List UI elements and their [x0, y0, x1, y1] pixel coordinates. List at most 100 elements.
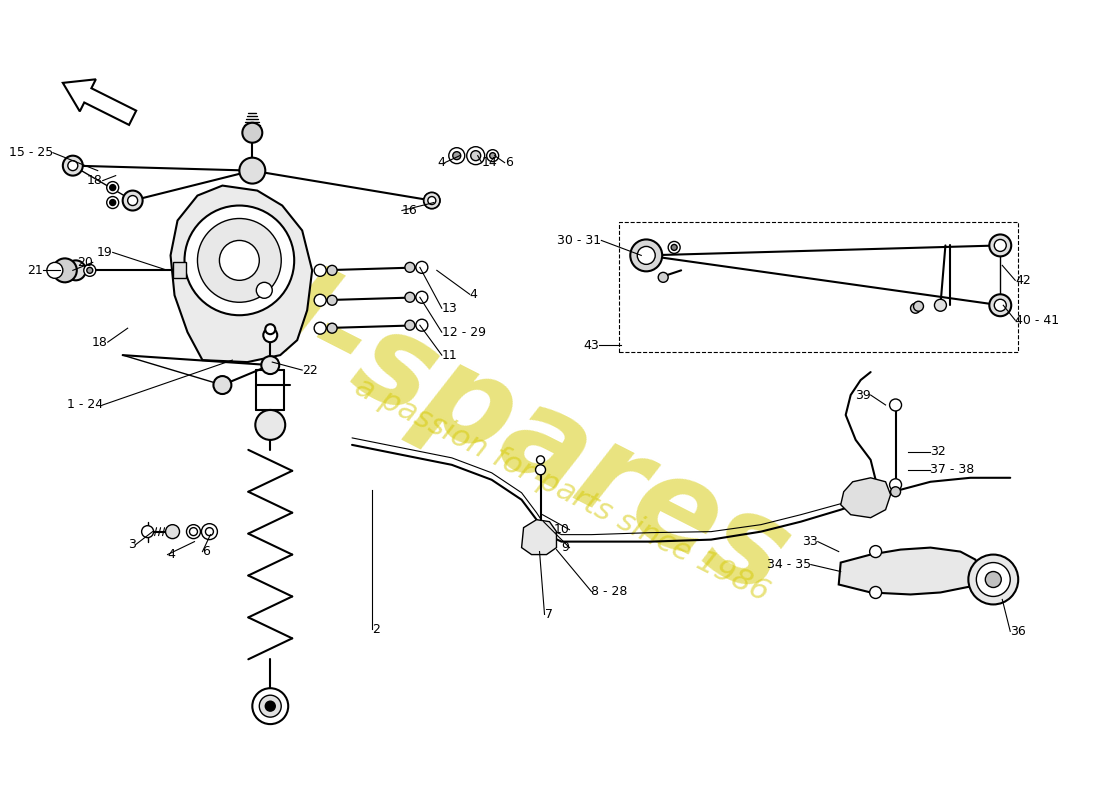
Circle shape [260, 695, 282, 717]
Circle shape [449, 148, 464, 164]
Circle shape [405, 320, 415, 330]
Circle shape [266, 361, 274, 369]
Circle shape [107, 197, 119, 209]
Polygon shape [840, 478, 891, 518]
Text: 39: 39 [855, 389, 870, 402]
Circle shape [989, 294, 1011, 316]
Polygon shape [521, 520, 557, 554]
Circle shape [986, 571, 1001, 587]
Circle shape [490, 153, 496, 158]
Text: 36: 36 [1010, 625, 1026, 638]
Text: 40 - 41: 40 - 41 [1015, 314, 1059, 326]
Circle shape [537, 456, 544, 464]
Circle shape [262, 357, 278, 373]
Text: 4: 4 [167, 548, 175, 561]
Text: 15 - 25: 15 - 25 [9, 146, 53, 159]
Circle shape [68, 161, 78, 170]
Circle shape [671, 245, 678, 250]
Circle shape [913, 302, 924, 311]
Circle shape [189, 528, 198, 536]
Circle shape [219, 241, 260, 280]
Text: 4: 4 [437, 156, 444, 169]
Text: 7: 7 [544, 608, 552, 621]
Circle shape [84, 264, 96, 276]
Circle shape [327, 295, 337, 306]
Circle shape [107, 182, 119, 194]
Circle shape [256, 282, 273, 298]
Circle shape [327, 266, 337, 275]
Circle shape [63, 156, 82, 176]
Text: 30 - 31: 30 - 31 [558, 234, 602, 247]
Text: 9: 9 [562, 541, 570, 554]
Text: 18: 18 [91, 336, 108, 349]
Text: 12 - 29: 12 - 29 [442, 326, 486, 338]
Text: 32: 32 [931, 446, 946, 458]
Text: 1 - 24: 1 - 24 [67, 398, 102, 411]
Circle shape [187, 525, 200, 538]
Polygon shape [173, 262, 186, 278]
Circle shape [66, 260, 86, 280]
Circle shape [453, 152, 461, 160]
Circle shape [315, 264, 326, 276]
Text: el-spares: el-spares [175, 219, 808, 621]
Circle shape [255, 410, 285, 440]
Circle shape [110, 199, 115, 206]
Circle shape [891, 486, 901, 497]
Text: 42: 42 [1015, 274, 1031, 287]
Circle shape [405, 292, 415, 302]
Text: 2: 2 [372, 623, 379, 636]
Circle shape [486, 150, 498, 162]
Circle shape [428, 197, 436, 205]
Circle shape [213, 376, 231, 394]
Circle shape [890, 399, 902, 411]
Text: 14: 14 [482, 156, 497, 169]
Text: 13: 13 [442, 302, 458, 314]
Text: 22: 22 [302, 363, 318, 377]
Circle shape [977, 562, 1010, 597]
Text: 43: 43 [584, 338, 600, 352]
Circle shape [870, 546, 881, 558]
Polygon shape [838, 547, 980, 594]
Circle shape [968, 554, 1019, 605]
Circle shape [870, 586, 881, 598]
Text: 34 - 35: 34 - 35 [767, 558, 811, 571]
Circle shape [240, 158, 265, 183]
Circle shape [315, 294, 326, 306]
Text: 33: 33 [802, 535, 817, 548]
Circle shape [263, 328, 277, 342]
Circle shape [315, 322, 326, 334]
Circle shape [166, 525, 179, 538]
Circle shape [252, 688, 288, 724]
Circle shape [416, 319, 428, 331]
Circle shape [87, 267, 92, 274]
Circle shape [989, 234, 1011, 256]
Circle shape [658, 272, 668, 282]
Circle shape [185, 206, 294, 315]
Circle shape [198, 218, 282, 302]
Circle shape [201, 524, 218, 540]
Text: 3: 3 [128, 538, 135, 551]
Circle shape [637, 246, 656, 264]
Circle shape [123, 190, 143, 210]
Circle shape [405, 262, 415, 272]
Circle shape [53, 258, 77, 282]
Circle shape [128, 195, 138, 206]
Circle shape [668, 242, 680, 254]
Circle shape [471, 150, 481, 161]
Polygon shape [63, 79, 136, 125]
Circle shape [935, 299, 946, 311]
Text: 19: 19 [97, 246, 112, 259]
Polygon shape [170, 186, 312, 362]
Circle shape [416, 262, 428, 274]
Circle shape [110, 185, 115, 190]
Text: 8 - 28: 8 - 28 [592, 585, 628, 598]
Text: 11: 11 [442, 349, 458, 362]
Text: 20: 20 [77, 256, 92, 269]
Text: 4: 4 [470, 288, 477, 301]
Circle shape [142, 526, 154, 538]
Circle shape [265, 701, 275, 711]
Circle shape [536, 465, 546, 474]
Circle shape [994, 239, 1006, 251]
Text: 6: 6 [202, 545, 210, 558]
Text: 16: 16 [402, 204, 418, 217]
